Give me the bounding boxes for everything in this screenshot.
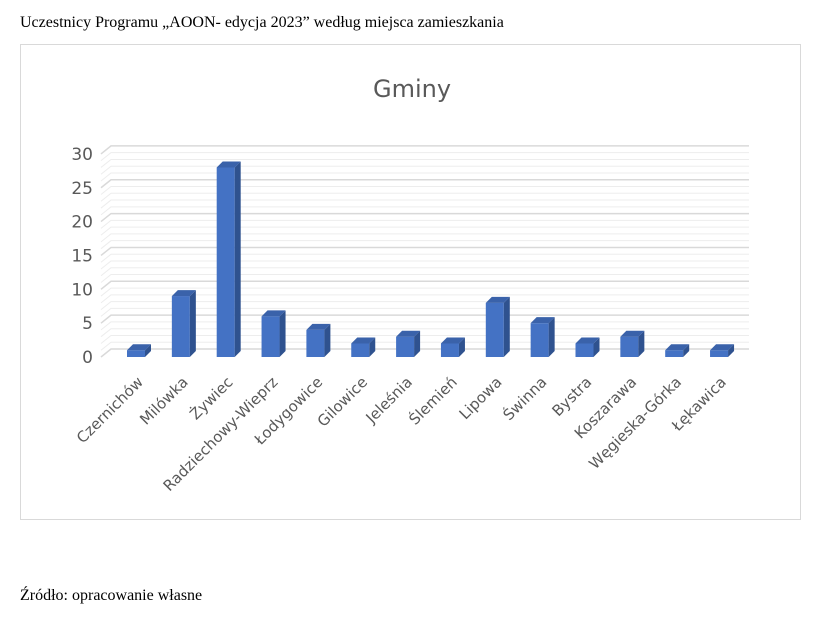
bar-side bbox=[145, 344, 151, 357]
gridline bbox=[100, 274, 749, 283]
bar-front bbox=[530, 323, 549, 357]
bar-top bbox=[261, 310, 286, 317]
gridline bbox=[100, 240, 749, 250]
bar-side bbox=[728, 344, 735, 357]
bar-side bbox=[369, 337, 376, 357]
bar-top bbox=[710, 344, 735, 351]
bar-front bbox=[261, 316, 280, 357]
gridline bbox=[100, 314, 749, 324]
bar-chart: Gminy 051015202530CzernichówMilówkaŻywie… bbox=[71, 75, 749, 495]
bar-top bbox=[575, 337, 600, 344]
chart-container: Gminy 0 5 10 15 20 25 30 Czernichów Milówka Żywie… bbox=[20, 44, 801, 520]
x-tick-label: Ślemień bbox=[405, 372, 461, 428]
x-tick-label: Gilowice bbox=[314, 373, 371, 430]
y-tick-label: 25 bbox=[71, 179, 93, 199]
bar-side bbox=[638, 330, 645, 357]
bar-front bbox=[665, 350, 684, 357]
y-tick-label: 5 bbox=[82, 314, 93, 334]
x-tick-label: Lipowa bbox=[456, 373, 506, 423]
bar-top bbox=[306, 323, 331, 330]
bar-top bbox=[171, 290, 196, 297]
bar-side bbox=[458, 337, 465, 357]
bar-side bbox=[189, 290, 196, 357]
bar-side bbox=[234, 161, 241, 357]
bar-side bbox=[414, 330, 421, 357]
gridline bbox=[100, 233, 749, 243]
bar-front bbox=[171, 296, 190, 357]
gridline bbox=[100, 206, 749, 216]
gridline bbox=[100, 246, 749, 257]
bar-front bbox=[351, 343, 370, 357]
bar-top bbox=[665, 344, 690, 351]
gridline bbox=[100, 179, 749, 189]
bar-top bbox=[440, 337, 465, 344]
bar-side bbox=[548, 317, 555, 357]
y-tick-label: 20 bbox=[71, 213, 93, 233]
bar-side bbox=[324, 323, 331, 357]
bar-side bbox=[279, 310, 286, 357]
gridline bbox=[100, 186, 749, 195]
chart-title: Gminy bbox=[373, 75, 451, 103]
bar-front bbox=[440, 343, 459, 357]
gridline bbox=[100, 287, 749, 297]
gridline bbox=[100, 165, 749, 175]
bar-top bbox=[127, 344, 151, 351]
x-tick-label: Milówka bbox=[136, 373, 191, 428]
bar-front bbox=[127, 350, 145, 357]
bar-side bbox=[503, 296, 510, 357]
bar-front bbox=[575, 343, 594, 357]
y-tick-label: 30 bbox=[71, 145, 93, 165]
gridline bbox=[100, 260, 749, 270]
y-tick-label: 15 bbox=[71, 246, 93, 266]
bar-top bbox=[485, 296, 510, 303]
y-tick-label: 10 bbox=[71, 280, 93, 300]
gridline bbox=[100, 152, 749, 162]
bar-front bbox=[620, 336, 639, 357]
x-tick-label: Czernichów bbox=[73, 373, 147, 447]
x-tick-label: Świnna bbox=[499, 372, 551, 424]
bar-front bbox=[216, 167, 235, 357]
source-note: Źródło: opracowanie własne bbox=[20, 587, 203, 604]
bar-top bbox=[216, 161, 241, 168]
bar-side bbox=[683, 344, 690, 357]
bar-top bbox=[530, 317, 555, 324]
gridline bbox=[100, 172, 749, 182]
gridline bbox=[100, 145, 749, 155]
bar-top bbox=[620, 330, 645, 337]
gridline bbox=[100, 253, 749, 263]
gridline bbox=[100, 212, 749, 223]
gridline bbox=[100, 199, 749, 209]
bar-top bbox=[351, 337, 376, 344]
bar-top bbox=[396, 330, 421, 337]
bar-side bbox=[593, 337, 600, 357]
gridline bbox=[100, 280, 749, 290]
bar-front bbox=[396, 336, 415, 357]
bar-front bbox=[306, 329, 325, 357]
gridline bbox=[100, 294, 749, 304]
gridline bbox=[100, 348, 749, 358]
gridline bbox=[100, 307, 749, 317]
gridline bbox=[100, 158, 749, 168]
bar-front bbox=[485, 302, 504, 357]
figure-caption: Uczestnicy Programu „AOON- edycja 2023” … bbox=[20, 14, 504, 31]
gridline bbox=[100, 219, 749, 229]
bar-front bbox=[710, 350, 729, 357]
gridline bbox=[100, 192, 749, 202]
y-tick-label: 0 bbox=[82, 348, 93, 368]
gridline bbox=[100, 267, 749, 277]
gridline bbox=[100, 301, 749, 311]
gridline bbox=[100, 226, 749, 236]
